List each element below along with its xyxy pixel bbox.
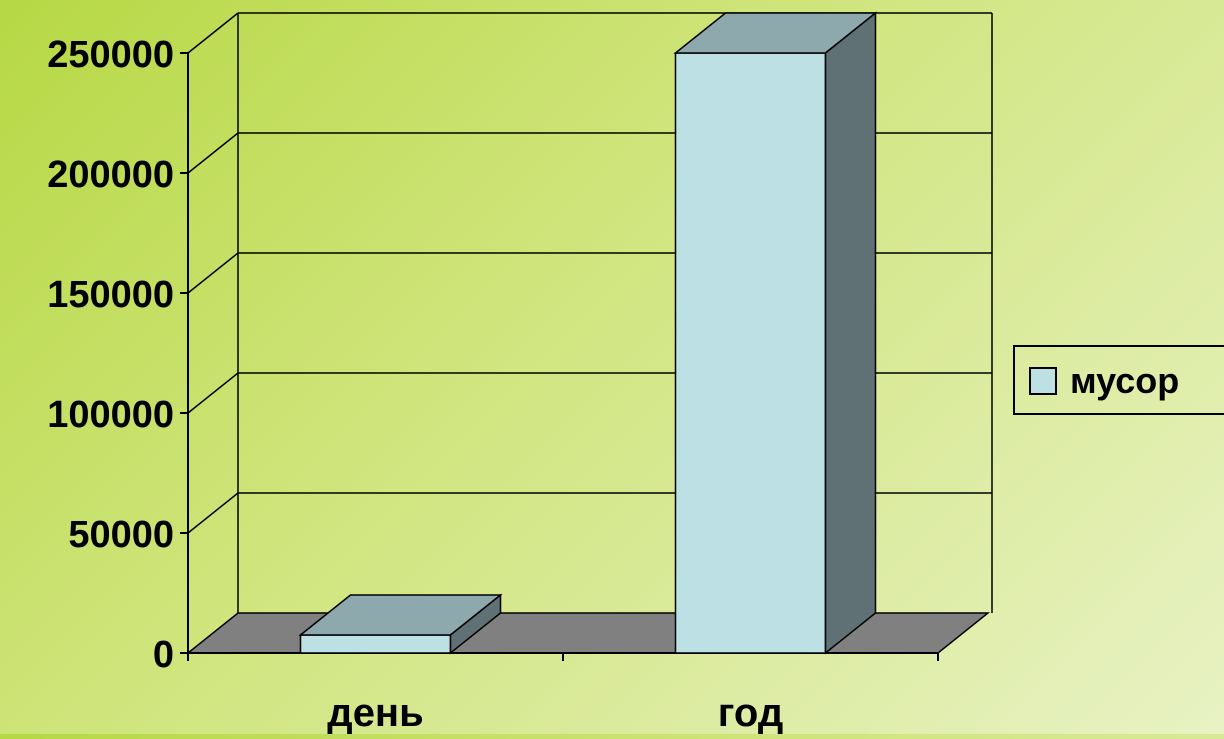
x-tick-label: год xyxy=(718,691,783,734)
y-tick-label: 100000 xyxy=(47,394,174,436)
bar-side xyxy=(449,593,502,655)
wall-gridline xyxy=(187,372,239,414)
legend-box xyxy=(1013,345,1224,415)
legend-label: мусор xyxy=(1070,360,1179,401)
wall-gridline xyxy=(187,12,239,54)
x-tick-label: день xyxy=(327,691,423,734)
y-tick-label: 0 xyxy=(153,634,174,676)
y-tick-label: 200000 xyxy=(47,154,174,196)
bar-front xyxy=(674,52,827,654)
y-tick-label: 50000 xyxy=(68,514,174,556)
legend-swatch xyxy=(1029,367,1057,395)
bar-front xyxy=(299,634,452,654)
wall-gridline xyxy=(187,252,239,294)
wall-gridline xyxy=(187,132,239,174)
wall-gridline xyxy=(187,492,239,534)
bar-side xyxy=(824,11,877,655)
y-tick-label: 150000 xyxy=(47,274,174,316)
y-tick-label: 250000 xyxy=(47,34,174,76)
